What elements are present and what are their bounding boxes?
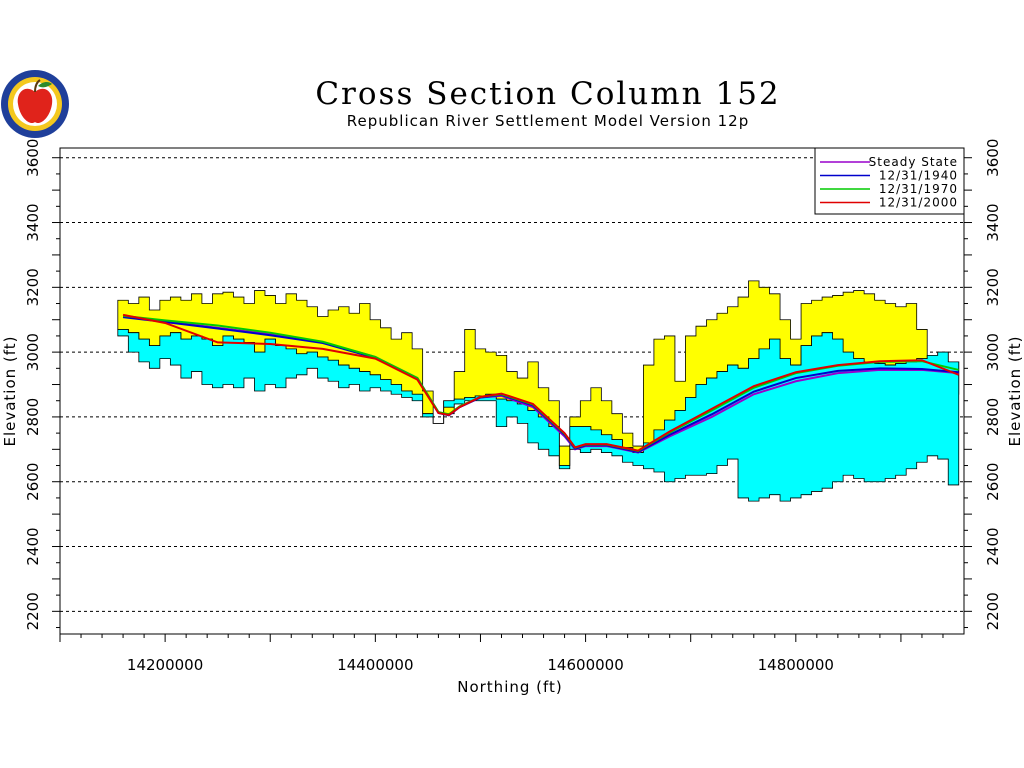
y-tick-label-right-3200: 3200 (984, 268, 1002, 306)
chart-title: Cross Section Column 152 (315, 76, 780, 112)
y-tick-label-right-2800: 2800 (984, 398, 1002, 436)
y-tick-label-right-2600: 2600 (984, 463, 1002, 501)
x-tick-label-14800000: 14800000 (758, 656, 834, 674)
plot-frame (59, 147, 965, 635)
y-tick-label-right-2400: 2400 (984, 527, 1002, 565)
legend-label-2: 12/31/1970 (879, 182, 958, 196)
y-tick-label-right-3000: 3000 (984, 333, 1002, 371)
y-tick-label-left-2200: 2200 (24, 592, 42, 630)
y-tick-label-left-2800: 2800 (24, 398, 42, 436)
y-tick-label-right-2200: 2200 (984, 592, 1002, 630)
y-tick-label-right-3400: 3400 (984, 203, 1002, 241)
y-tick-label-left-2400: 2400 (24, 527, 42, 565)
legend-label-3: 12/31/2000 (879, 196, 958, 210)
gridlines (60, 157, 964, 612)
y-axis-label: Elevation (ft) (1, 335, 19, 446)
y-tick-label-left-3200: 3200 (24, 268, 42, 306)
legend-label-0: Steady State (869, 155, 958, 169)
apple-seal-logo (1, 70, 69, 138)
legend-label-1: 12/31/1940 (879, 169, 958, 183)
y-axis-label-right: Elevation (ft) (1006, 335, 1024, 446)
series-lines (122, 313, 960, 454)
lower-layer-fill (117, 329, 960, 502)
x-tick-label-14600000: 14600000 (547, 656, 623, 674)
y-tick-label-left-2600: 2600 (24, 463, 42, 501)
layer-fills (117, 280, 960, 502)
legend: Steady State12/31/194012/31/197012/31/20… (814, 147, 965, 215)
x-tick-label-14200000: 14200000 (127, 656, 203, 674)
y-tick-label-left-3600: 3600 (24, 139, 42, 177)
y-tick-label-left-3400: 3400 (24, 203, 42, 241)
axis-ticks: 14200000 14400000 14600000 14800000 2200 2200… (24, 139, 1002, 674)
x-axis-label: Northing (ft) (457, 678, 563, 696)
x-tick-label-14400000: 14400000 (337, 656, 413, 674)
y-tick-label-left-3000: 3000 (24, 333, 42, 371)
series-line-3 (122, 313, 960, 452)
chart-subtitle: Republican River Settlement Model Versio… (347, 112, 749, 130)
y-tick-label-right-3600: 3600 (984, 139, 1002, 177)
